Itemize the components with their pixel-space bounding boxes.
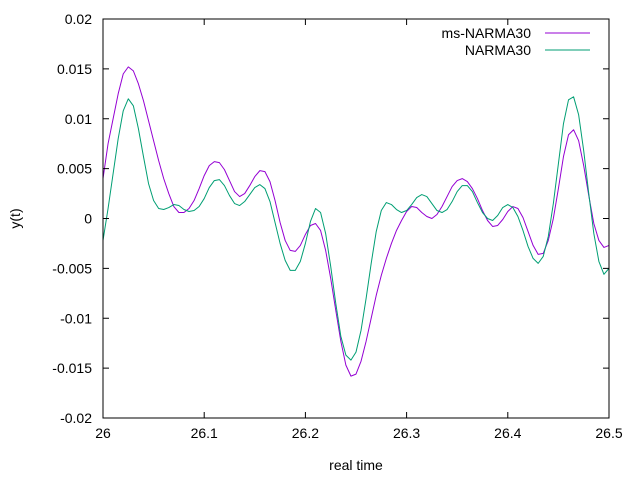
- y-tick-label: 0.02: [65, 11, 92, 27]
- series-line-narma30: [102, 96, 610, 361]
- x-axis-label: real time: [329, 457, 383, 473]
- x-tick-label: 26.5: [595, 425, 622, 441]
- y-tick-label: -0.02: [60, 410, 92, 426]
- y-tick-label: -0.01: [60, 310, 92, 326]
- y-tick-label: 0.015: [57, 61, 92, 77]
- y-tick-label: 0.01: [65, 111, 92, 127]
- y-tick-label: -0.005: [52, 260, 92, 276]
- series-layer: [102, 66, 610, 377]
- tick-labels-layer: 26 26.1 26.2 26.3 26.4 26.5 -0.02 -0.015 -0.01 -0…: [52, 11, 623, 441]
- y-axis-label: y(t): [7, 208, 23, 228]
- x-tick-label: 26: [95, 425, 111, 441]
- ticks-layer: [102, 18, 610, 419]
- y-tick-label: -0.015: [52, 360, 92, 376]
- plot-frame: [102, 18, 610, 419]
- legend-label: ms-NARMA30: [442, 25, 532, 41]
- legend-label: NARMA30: [465, 42, 531, 58]
- y-tick-label: 0.005: [57, 161, 92, 177]
- x-tick-label: 26.4: [494, 425, 521, 441]
- x-tick-label: 26.3: [393, 425, 420, 441]
- y-tick-label: 0: [84, 211, 92, 227]
- series-line-ms-narma30: [102, 66, 610, 377]
- x-tick-label: 26.1: [191, 425, 218, 441]
- x-tick-label: 26.2: [292, 425, 319, 441]
